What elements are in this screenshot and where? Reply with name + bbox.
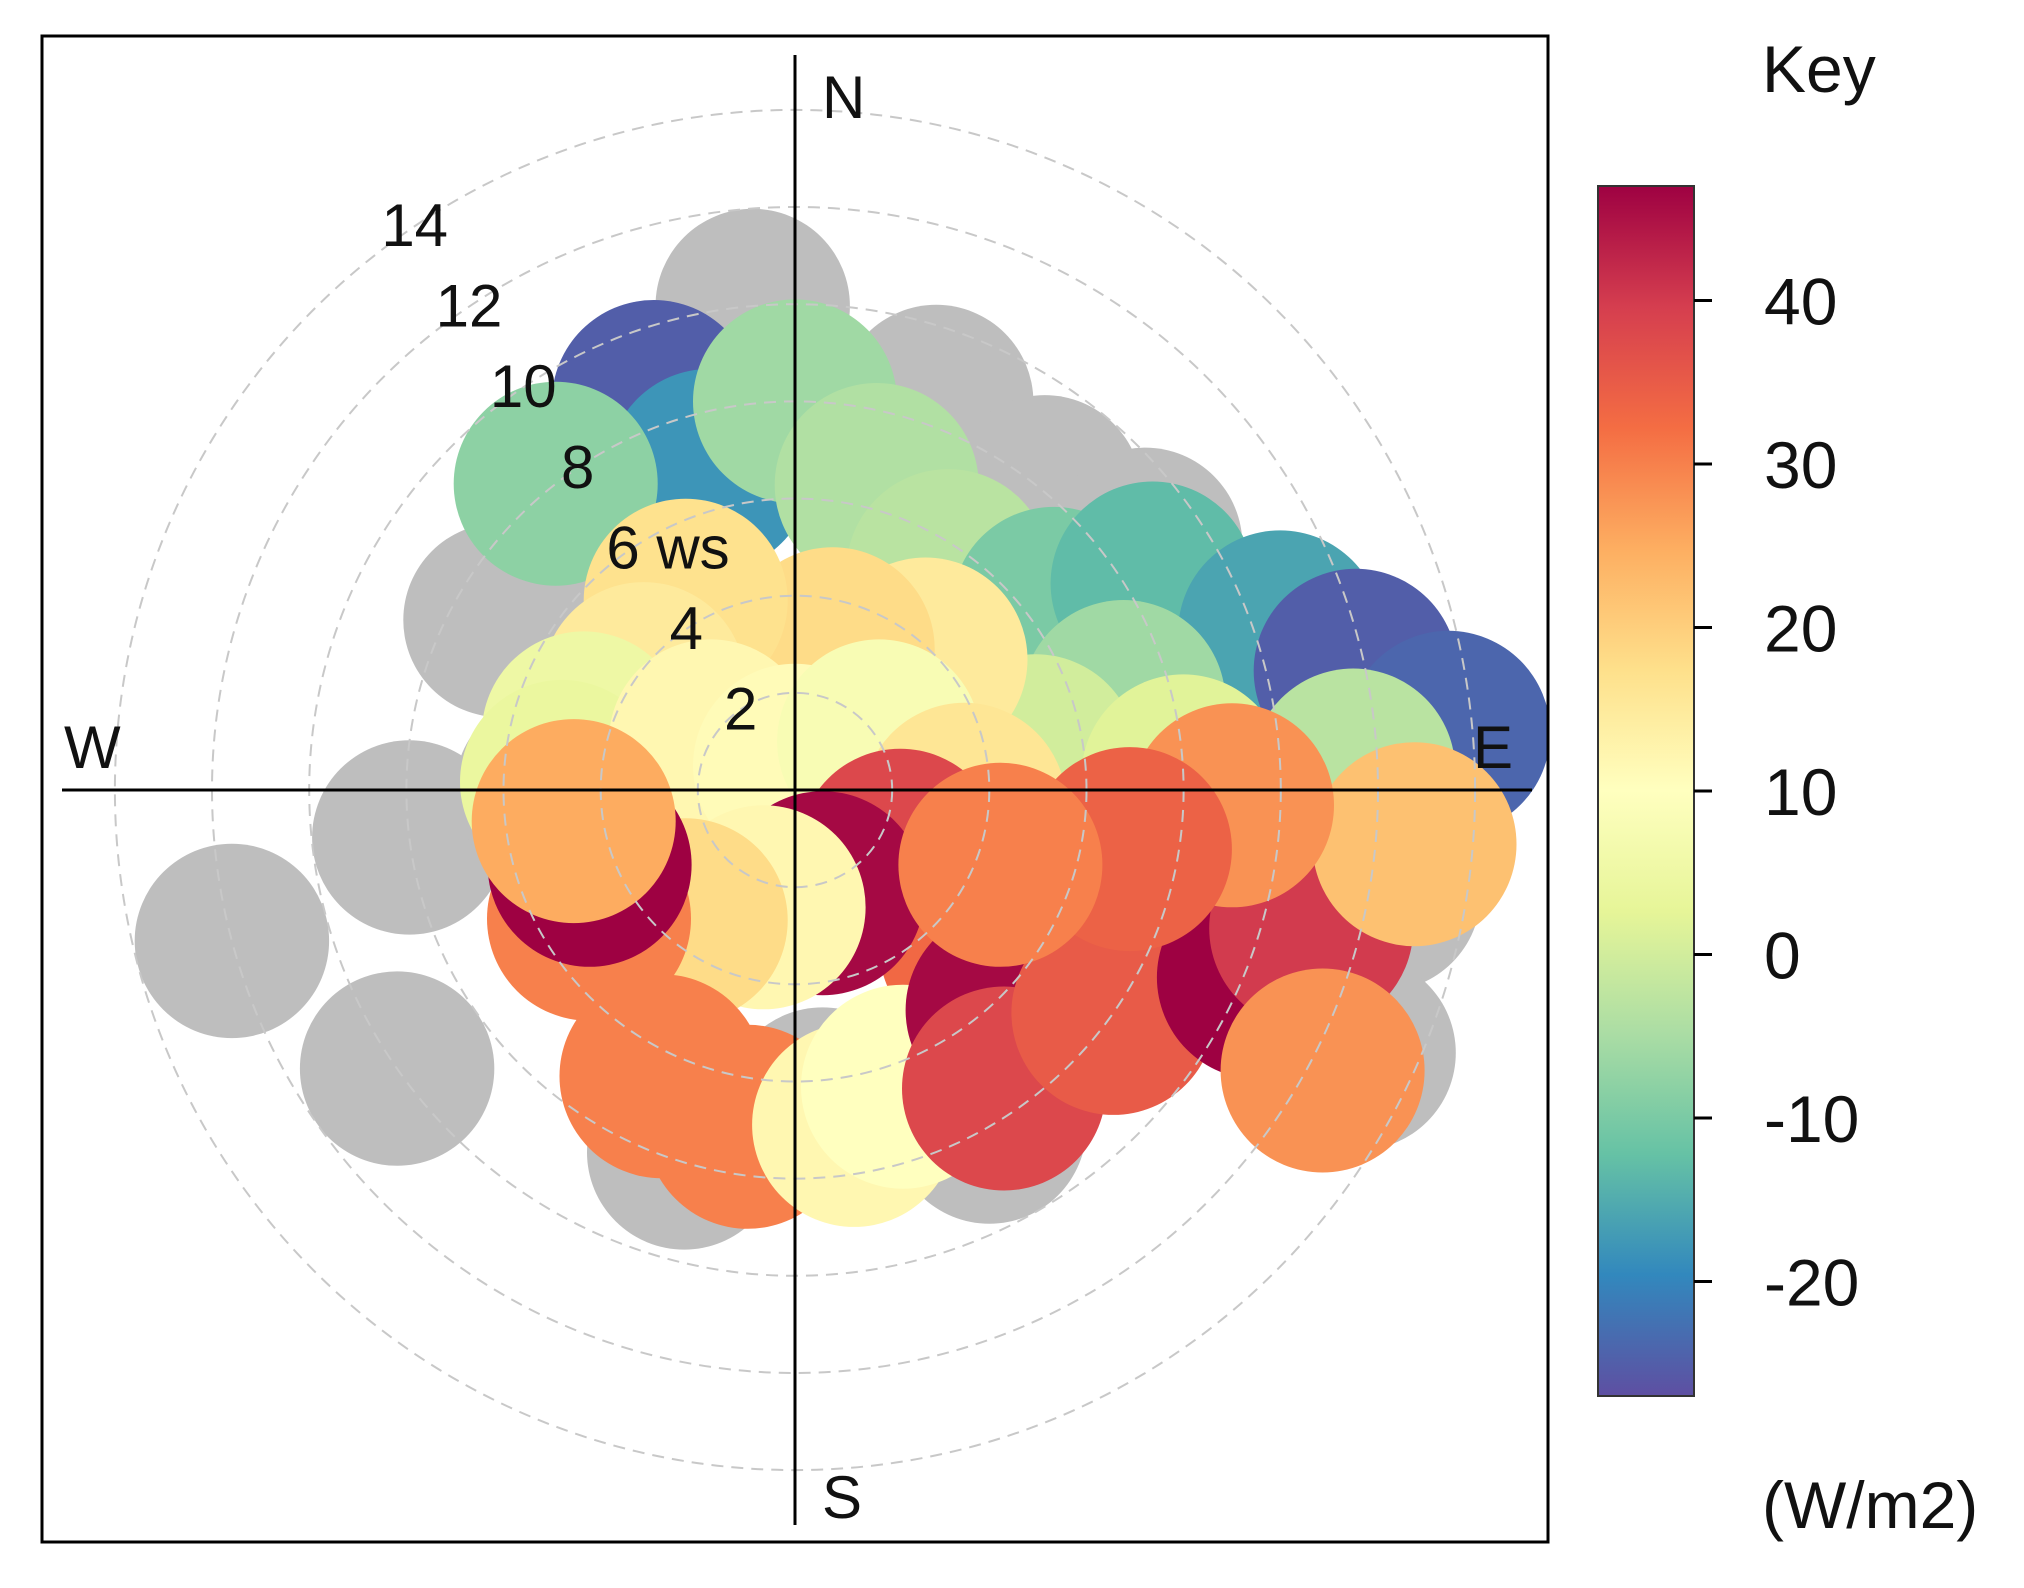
south-label: S — [822, 1464, 862, 1531]
heatmap-surface — [134, 208, 1548, 1250]
key-tick-label--20: -20 — [1764, 1246, 1859, 1320]
key-tick-label-0: 0 — [1764, 919, 1801, 993]
ws-label-8: 8 — [561, 434, 594, 501]
ws-label-10: 10 — [490, 353, 557, 420]
heat-cell-59 — [1312, 742, 1517, 947]
color-key-title: Key — [1762, 32, 1876, 106]
color-key-ticks: 40 30 20 10 0 -10 -20 — [1694, 265, 1859, 1320]
heat-cell-18 — [453, 381, 658, 586]
colored-data-region — [453, 299, 1548, 1229]
key-tick-label--10: -10 — [1764, 1082, 1859, 1156]
plot-panel-border — [40, 34, 1550, 1544]
ws-label-2: 2 — [724, 675, 757, 742]
key-tick-label-10: 10 — [1764, 755, 1837, 829]
color-key-bar — [1597, 185, 1695, 1397]
key-tick-label-20: 20 — [1764, 592, 1837, 666]
ws-label-4: 4 — [670, 595, 703, 662]
key-tick-label-40: 40 — [1764, 265, 1837, 339]
key-tick-label-30: 30 — [1764, 428, 1837, 502]
missing-cell-11 — [134, 843, 330, 1039]
heat-cell-48 — [471, 719, 676, 924]
heat-cell-58 — [1220, 968, 1425, 1173]
north-label: N — [822, 64, 865, 131]
ws-label-14: 14 — [381, 192, 448, 259]
west-label: W — [64, 714, 121, 781]
color-key: Key 40 30 20 10 0 -10 -20 (W/m2) — [1597, 32, 1978, 1542]
color-key-units: (W/m2) — [1762, 1468, 1978, 1542]
east-label: E — [1473, 714, 1513, 781]
heat-cell-62 — [898, 762, 1103, 967]
ws-label-12: 12 — [436, 273, 503, 340]
ws-label-6: 6 ws — [606, 514, 729, 581]
